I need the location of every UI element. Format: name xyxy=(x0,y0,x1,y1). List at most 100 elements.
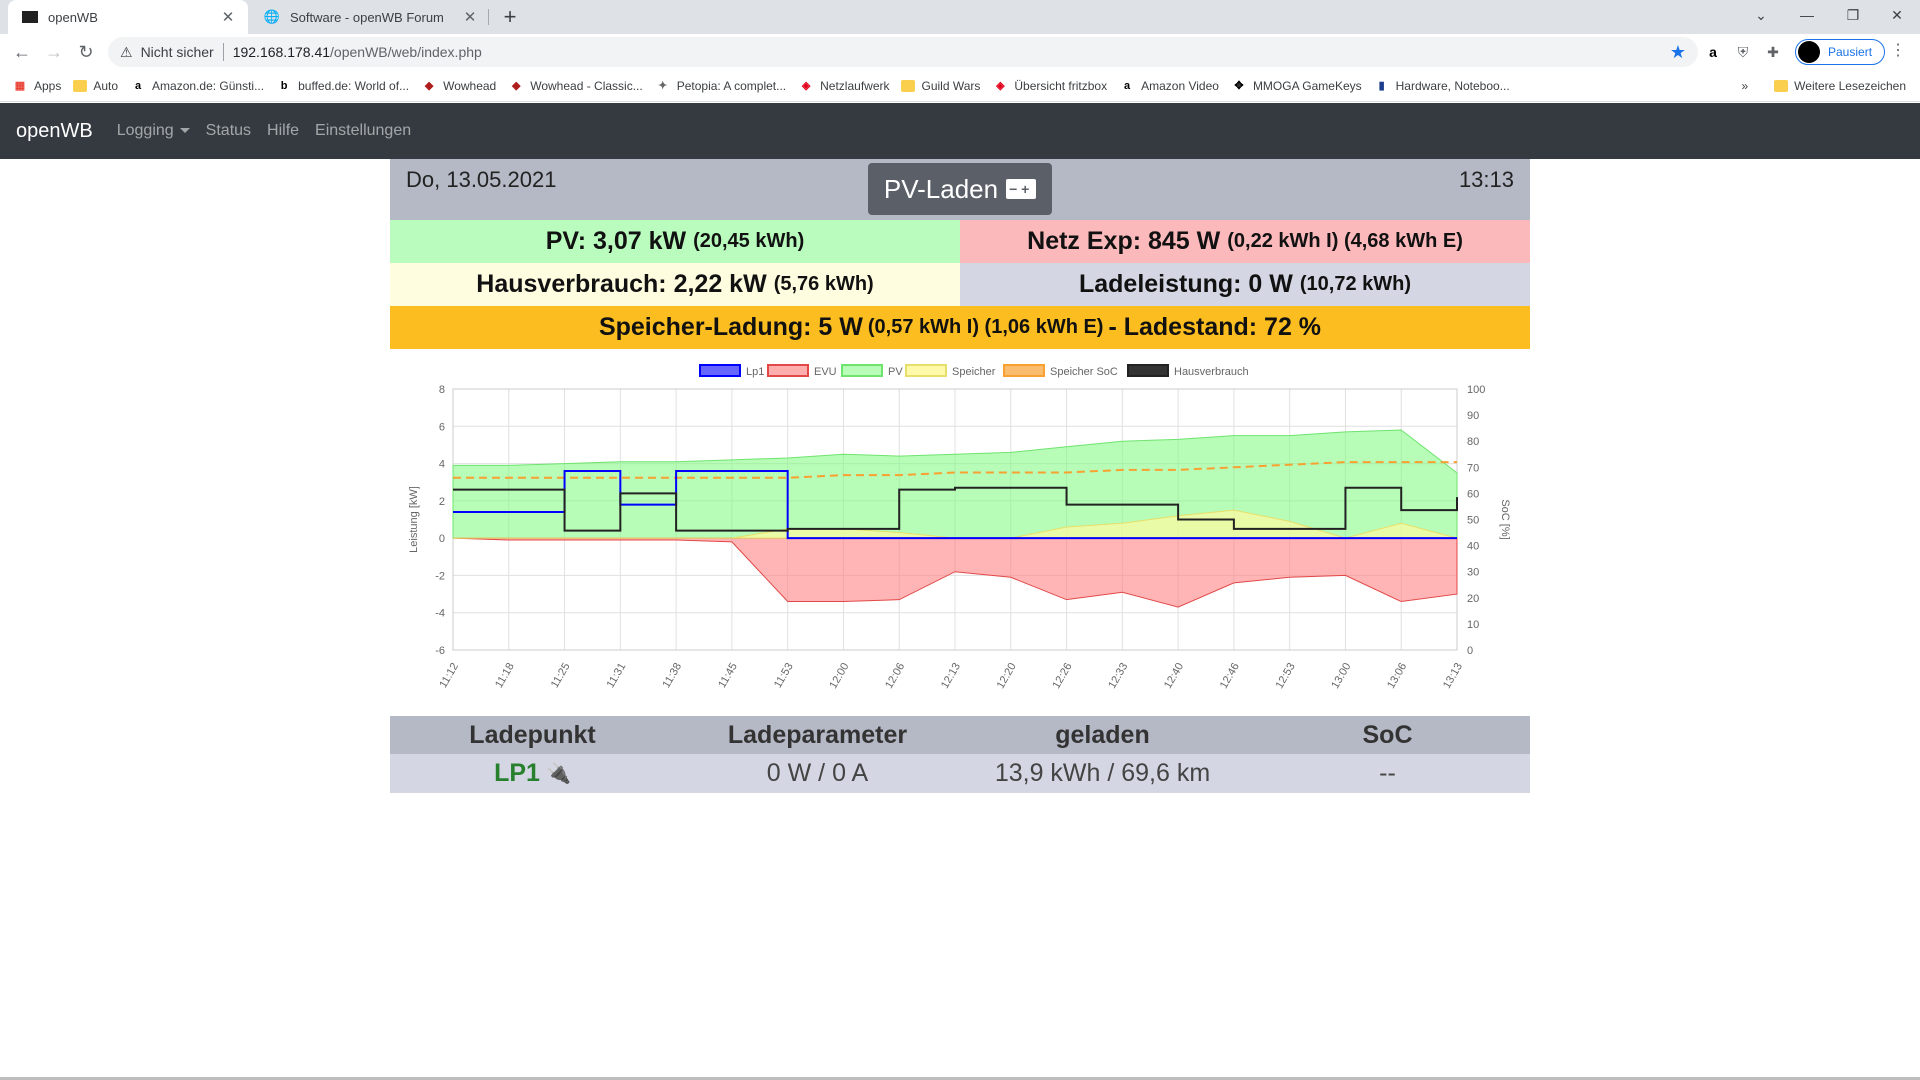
folder-icon xyxy=(901,79,916,92)
tab-search-button[interactable]: ⌄ xyxy=(1755,7,1767,23)
y2-tick-label: 30 xyxy=(1467,567,1479,579)
charge-power-value: Ladeleistung: 0 W xyxy=(1078,270,1293,298)
back-button[interactable]: ← xyxy=(13,42,31,62)
col-ladepunkt: Ladepunkt xyxy=(469,720,596,749)
plug-icon: 🔌 xyxy=(545,763,571,785)
charge-mode-button[interactable]: PV-Laden xyxy=(868,163,1052,215)
url-path[interactable]: /openWB/web/index.php xyxy=(330,44,482,60)
bookmark-label: Netzlaufwerk xyxy=(820,78,890,93)
bookmarks-more-button[interactable]: » xyxy=(1741,79,1749,93)
y2-tick-label: 50 xyxy=(1467,515,1479,527)
bookmark-item[interactable]: ▦ Apps xyxy=(12,78,62,94)
cell-ladepunkt[interactable]: LP1 🔌 xyxy=(390,754,675,793)
x-tick-label: 11:31 xyxy=(605,661,629,690)
bookmark-item[interactable]: Guild Wars xyxy=(901,79,980,93)
y2-tick-label: 70 xyxy=(1467,462,1479,474)
amazon-extension-icon[interactable]: a xyxy=(1709,44,1717,60)
legend-label[interactable]: Speicher SoC xyxy=(1050,366,1118,378)
mmoga-icon: ✥ xyxy=(1234,80,1244,92)
grid-energy: (0,22 kWh I) (4,68 kWh E) xyxy=(1227,230,1463,252)
legend-label[interactable]: Speicher xyxy=(952,366,996,378)
nav-logging-label: Logging xyxy=(116,122,174,139)
bookmark-label: Wowhead - Classic... xyxy=(530,78,643,93)
y2-tick-label: 10 xyxy=(1467,619,1479,631)
chargepoint-table-header: Ladepunkt Ladeparameter geladen SoC xyxy=(390,716,1530,754)
series-speicher-soc-line xyxy=(453,461,1457,479)
y2-axis-label: SoC [%] xyxy=(1499,499,1511,539)
address-bar[interactable]: ⚠ Nicht sicher 192.168.178.41 /openWB/we… xyxy=(108,37,1698,67)
profile-button[interactable]: Pausiert xyxy=(1795,39,1885,65)
y-tick-label: 8 xyxy=(439,384,445,396)
legend-label[interactable]: PV xyxy=(888,366,903,378)
charge-power-status: Ladeleistung: 0 W (10,72 kWh) xyxy=(960,263,1530,306)
forward-button[interactable]: → xyxy=(45,42,63,62)
other-bookmarks[interactable]: Weitere Lesezeichen xyxy=(1774,79,1906,93)
bookmark-star-icon[interactable]: ★ xyxy=(1669,41,1686,62)
bookmarks-right: » Weitere Lesezeichen xyxy=(1729,70,1920,102)
bookmark-item[interactable]: Auto xyxy=(73,79,118,93)
legend-swatch[interactable] xyxy=(1003,364,1045,377)
tab-forum[interactable]: 🌐 Software - openWB Forum ✕ xyxy=(250,0,490,34)
bookmark-label: Guild Wars xyxy=(921,78,981,93)
warning-icon[interactable]: ⚠ xyxy=(120,43,133,60)
bookmark-label: Amazon.de: Günsti... xyxy=(152,78,265,93)
shield-extension-icon[interactable]: ⛨ xyxy=(1737,44,1749,60)
nav-hilfe[interactable]: Hilfe xyxy=(267,122,300,139)
lp1-label[interactable]: LP1 xyxy=(494,759,540,787)
charge-power-energy: (10,72 kWh) xyxy=(1299,273,1412,295)
divider xyxy=(222,43,224,61)
nav-einstellungen[interactable]: Einstellungen xyxy=(315,122,412,139)
legend-label[interactable]: Hausverbrauch xyxy=(1174,366,1249,378)
x-tick-label: 11:53 xyxy=(772,661,796,690)
power-chart[interactable]: 8 6 4 2 0 -2 -4 -6 100 90 80 70 60 50 40 30 20 10 0 11:12 11… xyxy=(390,349,1530,716)
tab-title: openWB xyxy=(48,9,98,25)
legend-label[interactable]: EVU xyxy=(814,366,837,378)
time-label: 13:13 xyxy=(1458,167,1514,192)
bookmark-item[interactable]: ✥ MMOGA GameKeys xyxy=(1231,78,1361,94)
bookmark-item[interactable]: a Amazon.de: Günsti... xyxy=(130,78,264,94)
url-host[interactable]: 192.168.178.41 xyxy=(232,44,331,60)
reload-button[interactable]: ↻ xyxy=(78,42,94,62)
chargepoint-row: LP1 🔌 0 W / 0 A 13,9 kWh / 69,6 km -- xyxy=(390,754,1530,793)
x-tick-label: 13:00 xyxy=(1329,661,1353,691)
minimize-button[interactable]: — xyxy=(1800,7,1814,23)
y2-tick-label: 20 xyxy=(1467,593,1479,605)
legend-swatch[interactable] xyxy=(1127,364,1169,377)
bookmark-item[interactable]: ✦ Petopia: A complet... xyxy=(655,78,786,94)
legend-swatch[interactable] xyxy=(841,364,883,377)
storage-value: Speicher-Ladung: 5 W xyxy=(598,313,863,341)
legend-swatch[interactable] xyxy=(905,364,947,377)
browser-menu-icon[interactable]: ⋮ xyxy=(1890,42,1906,59)
bookmark-item[interactable]: ▮ Hardware, Noteboo... xyxy=(1374,78,1510,94)
legend-label[interactable]: Lp1 xyxy=(746,366,764,378)
bookmark-item[interactable]: ◈ Übersicht fritzbox xyxy=(992,78,1107,94)
close-window-button[interactable]: ✕ xyxy=(1891,7,1903,23)
fritzbox-icon: ◈ xyxy=(996,80,1005,92)
close-icon[interactable]: ✕ xyxy=(463,9,477,26)
bookmark-item[interactable]: a Amazon Video xyxy=(1119,78,1219,94)
storage-soc: - Ladestand: 72 % xyxy=(1108,313,1322,341)
close-icon[interactable]: ✕ xyxy=(221,9,235,26)
col-ladeparameter: Ladeparameter xyxy=(727,720,908,749)
main-panel: Do, 13.05.2021 PV-Laden 13:13 PV: 3,07 k… xyxy=(390,159,1530,793)
wowhead-icon: ◆ xyxy=(424,80,434,92)
legend-swatch[interactable] xyxy=(699,364,741,377)
y-tick-label: 0 xyxy=(439,533,445,545)
nav-status[interactable]: Status xyxy=(205,122,252,139)
security-label[interactable]: Nicht sicher xyxy=(140,44,214,60)
bookmark-item[interactable]: ◈ Netzlaufwerk xyxy=(798,78,890,94)
tab-openwb[interactable]: openWB ✕ xyxy=(8,0,248,34)
new-tab-button[interactable]: + xyxy=(503,4,517,29)
bookmark-item[interactable]: ◆ Wowhead - Classic... xyxy=(508,78,643,94)
x-tick-label: 12:06 xyxy=(883,661,907,691)
house-status: Hausverbrauch: 2,22 kW (5,76 kWh) xyxy=(390,263,960,306)
restore-button[interactable]: ❐ xyxy=(1846,7,1860,23)
bookmark-item[interactable]: b buffed.de: World of... xyxy=(276,78,409,94)
brand-logo[interactable]: openWB xyxy=(16,119,93,142)
bookmark-item[interactable]: ◆ Wowhead xyxy=(421,78,496,94)
y-tick-label: 4 xyxy=(439,459,445,471)
legend-swatch[interactable] xyxy=(767,364,809,377)
extensions-puzzle-icon[interactable]: ✚ xyxy=(1767,44,1779,60)
nav-logging[interactable]: Logging xyxy=(117,122,190,140)
